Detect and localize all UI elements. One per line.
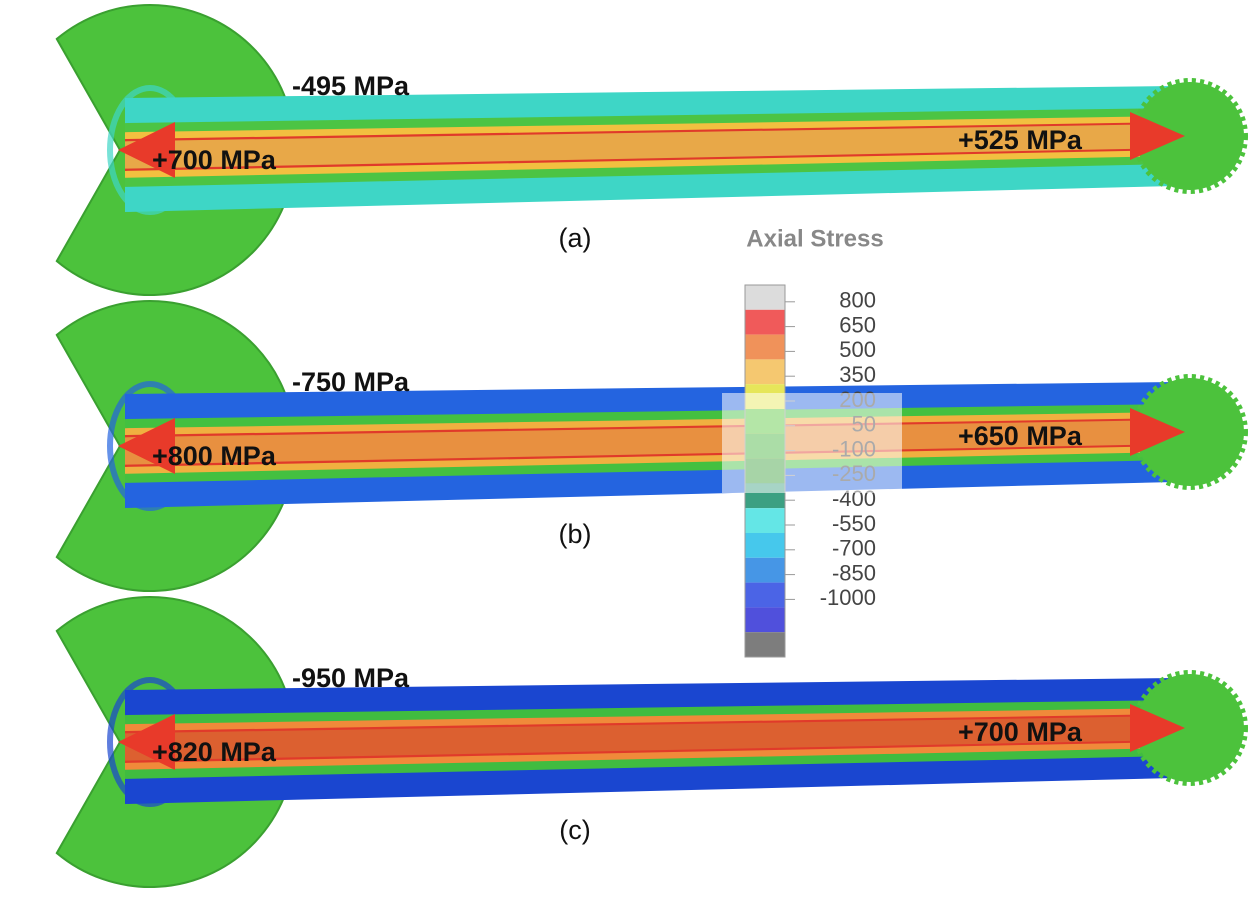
legend-band: [745, 508, 785, 533]
compression-label: -750 MPa: [292, 367, 410, 397]
legend-label: -550: [832, 511, 876, 536]
tension-right-label: +525 MPa: [958, 125, 1083, 155]
tension-left-label: +800 MPa: [152, 441, 277, 471]
legend-band: [745, 557, 785, 583]
rod-core: [125, 716, 1175, 761]
tension-left-label: +700 MPa: [152, 145, 277, 175]
legend-label: 500: [839, 337, 876, 362]
legend-label: -700: [832, 536, 876, 561]
rod-tip-right: [1130, 704, 1185, 752]
rod-tip-left: [118, 122, 175, 178]
compression-label: -950 MPa: [292, 663, 410, 693]
tension-right-label: +700 MPa: [958, 717, 1083, 747]
legend-title: Axial Stress: [746, 225, 883, 252]
legend-band: [745, 359, 785, 385]
legend-band: [745, 334, 785, 360]
panel-label: (a): [559, 223, 592, 253]
legend-label: 800: [839, 288, 876, 313]
legend-band: [745, 607, 785, 633]
legend-band: [745, 533, 785, 558]
rod-tip-right: [1130, 112, 1185, 160]
legend-label: 650: [839, 312, 876, 337]
legend-band: [745, 285, 785, 310]
tension-left-label: +820 MPa: [152, 737, 277, 767]
rod-tip-right: [1130, 408, 1185, 456]
rod-core: [125, 124, 1175, 169]
panel-label: (c): [559, 815, 590, 845]
legend-band: [745, 582, 785, 608]
legend-label: 350: [839, 362, 876, 387]
legend-band: [745, 309, 785, 335]
legend-label: -1000: [820, 585, 876, 610]
rod-tip-left: [118, 418, 175, 474]
compression-label: -495 MPa: [292, 71, 410, 101]
rod-core: [125, 420, 1175, 465]
rod-tip-left: [118, 714, 175, 770]
legend-band: [745, 632, 785, 657]
legend-label: -850: [832, 560, 876, 585]
tension-right-label: +650 MPa: [958, 421, 1083, 451]
highlight-box: [722, 393, 902, 493]
panel-label: (b): [559, 519, 592, 549]
